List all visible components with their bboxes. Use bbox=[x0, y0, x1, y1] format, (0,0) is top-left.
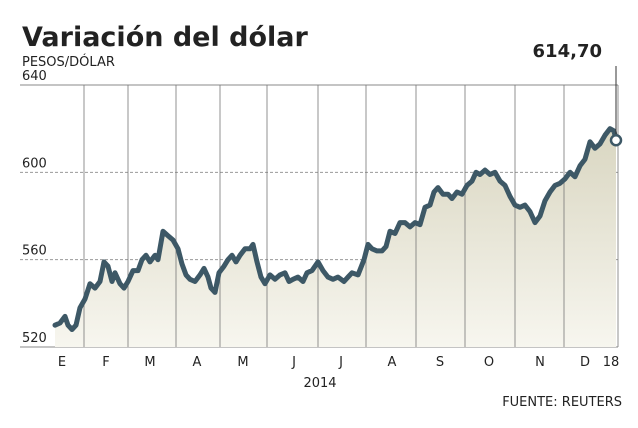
x-tick-label: D bbox=[580, 355, 590, 370]
x-tick-label: F bbox=[102, 355, 109, 370]
source: FUENTE: REUTERS bbox=[502, 395, 622, 410]
x-tick-label: M bbox=[237, 355, 248, 370]
x-tick-label: 18 bbox=[603, 355, 620, 370]
x-tick-label: J bbox=[291, 355, 296, 370]
x-tick-label: J bbox=[338, 355, 343, 370]
x-tick-label: E bbox=[58, 355, 66, 370]
last-point bbox=[609, 133, 623, 147]
area bbox=[55, 128, 616, 347]
line bbox=[52, 126, 619, 332]
y-tick-label: 600 bbox=[22, 156, 47, 171]
y-tick-label: 560 bbox=[22, 244, 47, 259]
subtitle: PESOS/DÓLAR bbox=[22, 54, 115, 70]
x-tick-label: S bbox=[436, 355, 444, 370]
x-tick-label: N bbox=[535, 355, 545, 370]
x-tick-label: O bbox=[484, 355, 494, 370]
chart-title: Variación del dólar bbox=[22, 22, 309, 53]
y-tick-label: 640 bbox=[22, 69, 47, 84]
y-tick-label: 520 bbox=[22, 331, 47, 346]
x-tick-label: A bbox=[388, 355, 397, 370]
x-axis-label: 2014 bbox=[303, 376, 336, 391]
x-tick-label: A bbox=[193, 355, 202, 370]
x-tick-label: M bbox=[144, 355, 155, 370]
value-label: 614,70 bbox=[533, 41, 602, 62]
